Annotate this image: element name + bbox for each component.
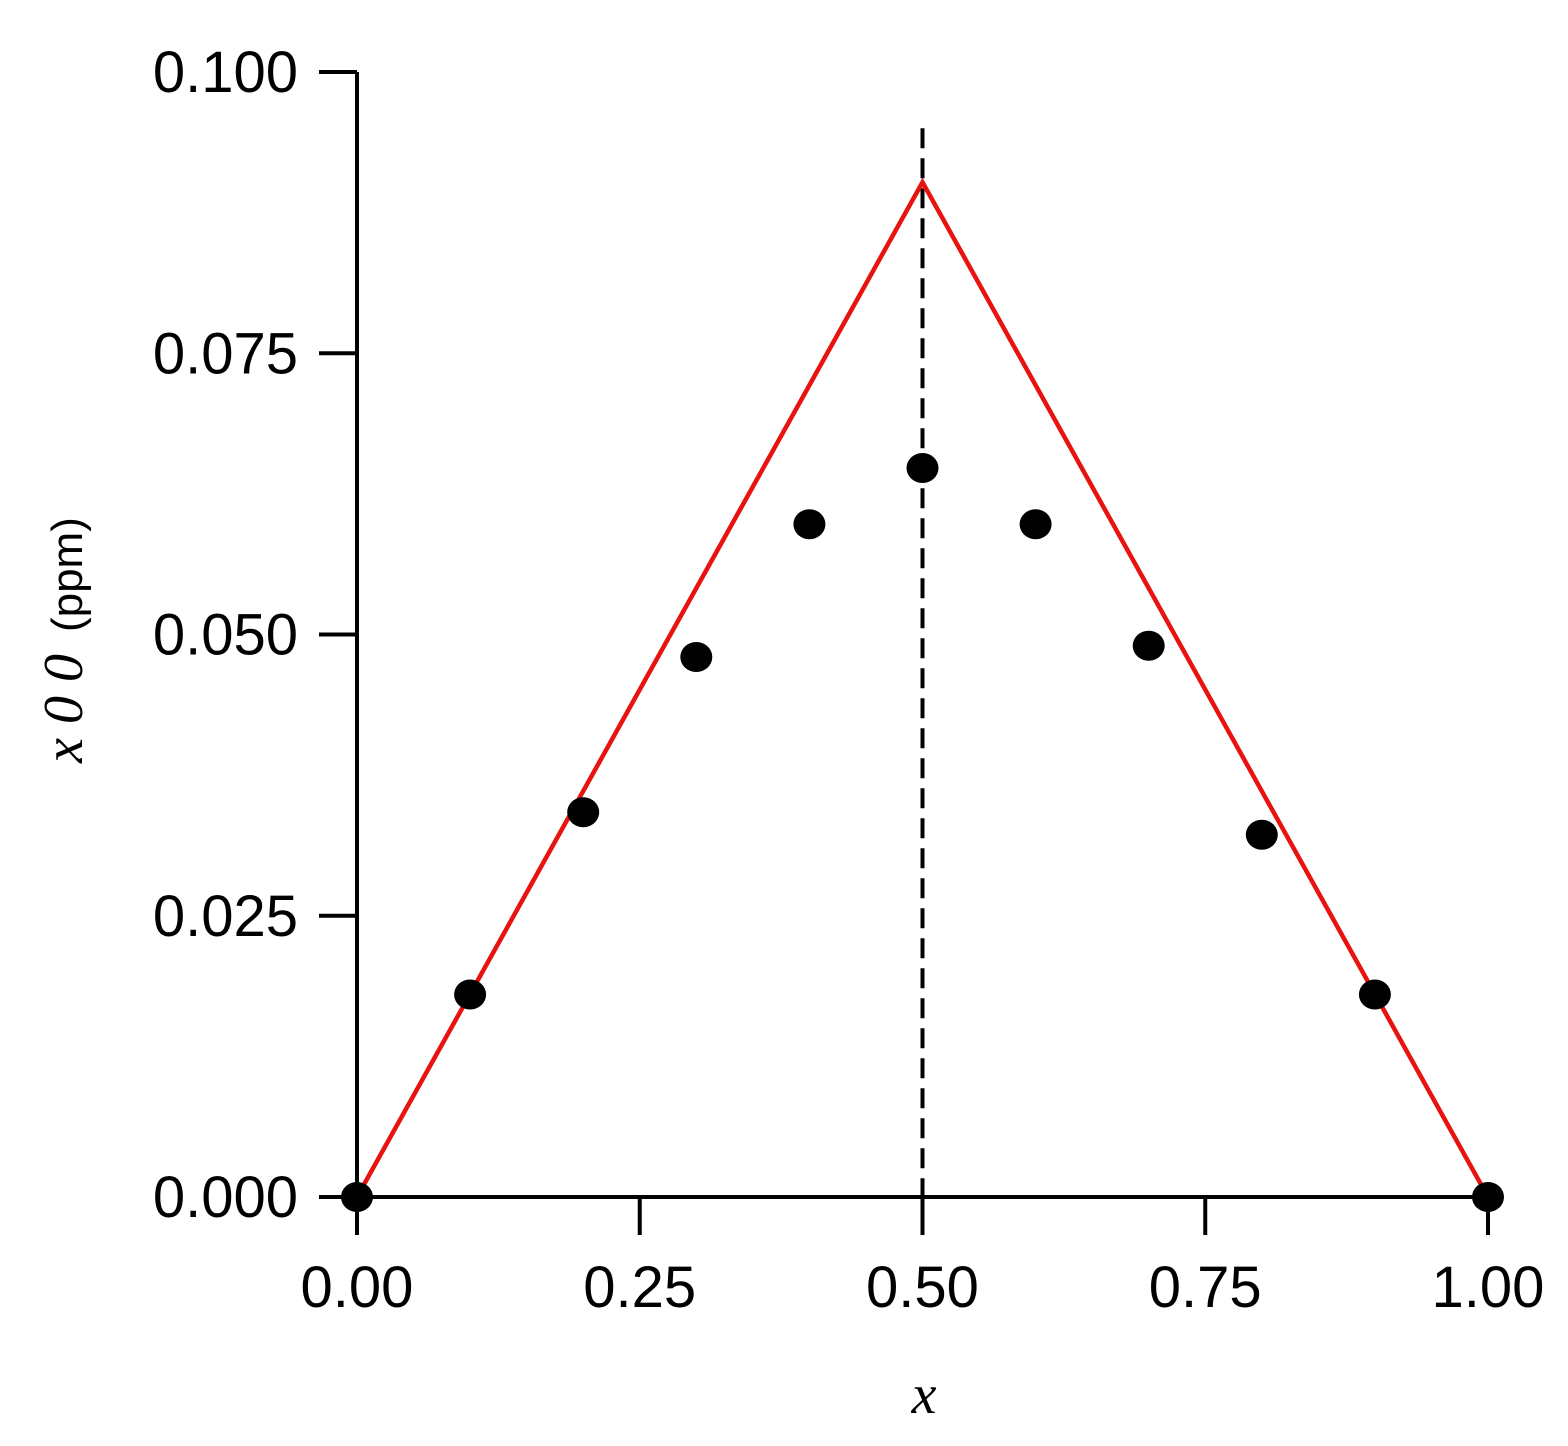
- y-tick-label: 0.100: [153, 40, 298, 105]
- x-tick-label: 0.75: [1149, 1255, 1262, 1320]
- y-axis-label: x 0 0 (ppm): [33, 517, 95, 764]
- y-axis-label-symbol: x 0 0: [33, 654, 95, 764]
- axes: [319, 72, 1488, 1227]
- data-point: [680, 642, 713, 672]
- y-tick-label: 0.075: [153, 321, 298, 386]
- data-points-layer: [341, 453, 1504, 1212]
- x-tick-label: 0.25: [583, 1255, 696, 1320]
- data-point: [1132, 630, 1165, 661]
- x-axis-label: x: [911, 1364, 937, 1426]
- series-line-layer: [355, 177, 1490, 1199]
- y-tick-label: 0.000: [153, 1165, 298, 1230]
- tick-labels-layer: 0.000 0.025 0.050 0.075 0.100 0.00 0.25 0.50 0.7…: [153, 40, 1545, 1320]
- data-point: [1019, 509, 1052, 540]
- y-axis-label-unit: (ppm): [43, 517, 92, 632]
- x-tick-label: 0.50: [866, 1255, 979, 1320]
- x-tick-label: 1.00: [1432, 1255, 1545, 1320]
- data-point: [793, 509, 826, 540]
- data-point: [1358, 979, 1391, 1010]
- data-point: [567, 797, 600, 828]
- data-point: [1245, 819, 1278, 850]
- x-tick-label: 0.00: [301, 1255, 414, 1320]
- y-tick-label: 0.050: [153, 603, 298, 668]
- series-line: [355, 177, 1490, 1199]
- data-point: [906, 453, 939, 483]
- y-tick-label: 0.025: [153, 884, 298, 949]
- data-point: [454, 979, 487, 1010]
